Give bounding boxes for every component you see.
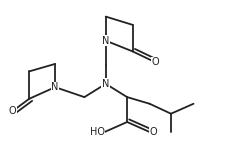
Text: O: O <box>150 127 157 137</box>
Text: N: N <box>52 82 59 92</box>
Text: O: O <box>9 106 16 116</box>
Text: N: N <box>102 36 109 46</box>
Text: O: O <box>151 57 159 67</box>
Text: HO: HO <box>90 127 105 137</box>
Text: N: N <box>102 79 109 89</box>
